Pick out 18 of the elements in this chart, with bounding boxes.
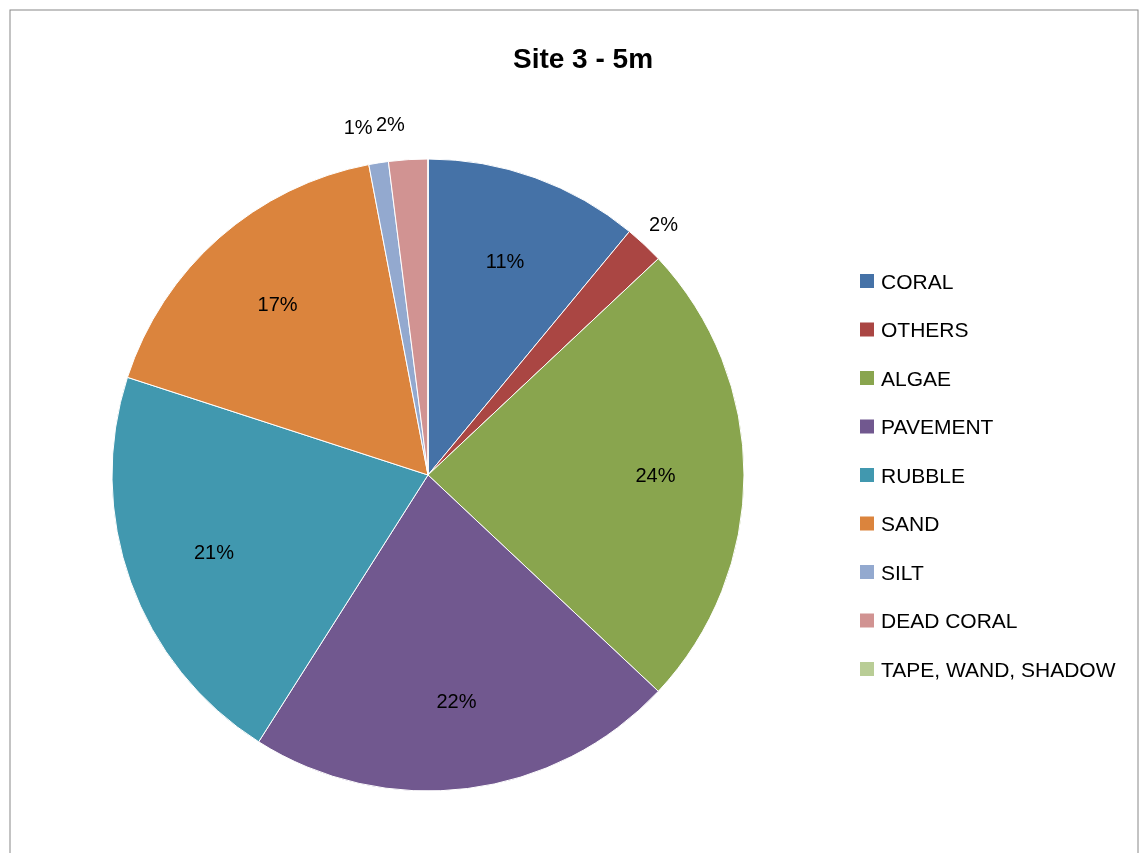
legend-label: SAND xyxy=(881,512,940,535)
legend-label: RUBBLE xyxy=(881,463,966,487)
legend-label: OTHERS xyxy=(881,318,969,341)
data-label: 2% xyxy=(375,112,406,135)
data-label: 2% xyxy=(649,213,679,236)
legend-label: TAPE, WAND, SHADOW xyxy=(881,657,1116,681)
data-label: 1% xyxy=(343,116,373,139)
legend-label: SILT xyxy=(881,560,924,584)
data-label: 22% xyxy=(436,689,477,712)
legend-label: ALGAE xyxy=(881,366,952,390)
data-label: 21% xyxy=(193,541,235,564)
legend-label: DEAD CORAL xyxy=(881,609,1018,632)
chart-title: Site 3 - 5m xyxy=(512,43,654,74)
data-label: 24% xyxy=(635,464,676,486)
data-label: 17% xyxy=(257,293,298,316)
data-label: 11% xyxy=(485,249,525,272)
legend-label: PAVEMENT xyxy=(881,415,994,438)
legend-label: CORAL xyxy=(881,269,954,293)
